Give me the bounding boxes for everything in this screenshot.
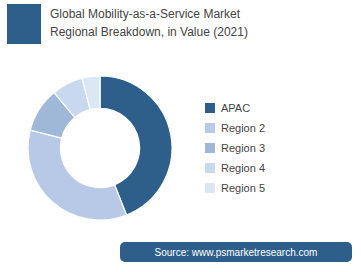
legend-swatch [205, 103, 215, 113]
slice [28, 130, 127, 220]
legend-item: Region 2 [205, 122, 265, 134]
legend-label: Region 3 [221, 142, 265, 154]
legend-label: Region 4 [221, 162, 265, 174]
legend-item: APAC [205, 102, 250, 114]
legend-label: Region 5 [221, 182, 265, 194]
legend-swatch [205, 183, 215, 193]
legend-item: Region 4 [205, 162, 265, 174]
chart: Global Mobility-as-a-Service Market Regio… [0, 0, 361, 272]
title: Global Mobility-as-a-Service Market [50, 7, 241, 21]
legend-item: Region 3 [205, 142, 265, 154]
source-box [120, 242, 352, 262]
title-accent [7, 4, 41, 44]
subtitle: Regional Breakdown, in Value (2021) [50, 25, 248, 39]
legend-swatch [205, 143, 215, 153]
source: Source: www.psmarketresearch.com [155, 247, 318, 258]
donut [28, 76, 172, 220]
legend-item: Region 5 [205, 182, 265, 194]
legend-label: Region 2 [221, 122, 265, 134]
legend-label: APAC [221, 102, 250, 114]
legend-swatch [205, 123, 215, 133]
legend: APAC Region 2 Region 3 Region 4 Region 5 [205, 102, 265, 194]
legend-swatch [205, 163, 215, 173]
slice [82, 76, 100, 110]
